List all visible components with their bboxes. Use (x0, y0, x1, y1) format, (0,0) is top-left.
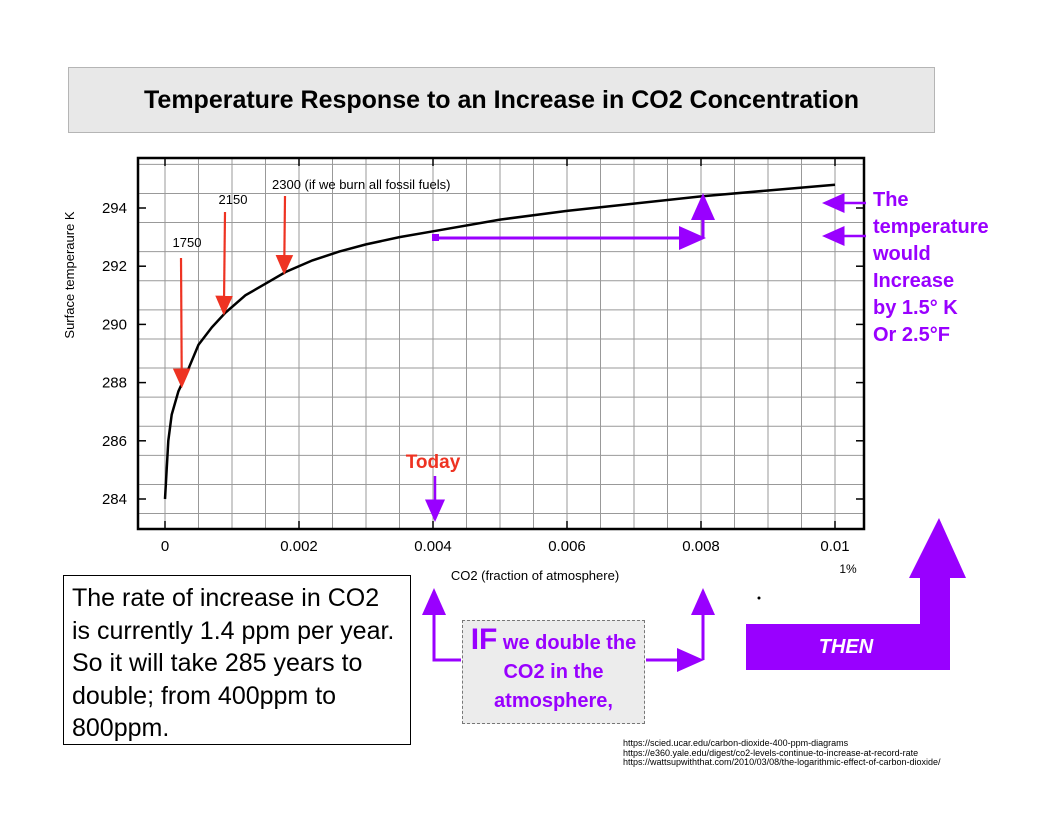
x-tick-label: 0.008 (682, 538, 720, 555)
source-link[interactable]: https://wattsupwiththat.com/2010/03/08/t… (623, 757, 941, 767)
y-tick-label: 292 (102, 258, 127, 275)
temperature-text-line: Increase (873, 270, 955, 292)
x-tick-label: 0.006 (548, 538, 586, 555)
y-tick-label: 290 (102, 316, 127, 333)
temperature-text-line: Or 2.5°F (873, 324, 950, 346)
temperature-text-line: would (873, 243, 931, 265)
stray-dot (757, 596, 761, 600)
year-label: 1750 (173, 235, 202, 250)
x-tick-label: 0.004 (414, 538, 452, 555)
year-arrow (275, 195, 294, 275)
plot-frame (136, 156, 866, 531)
temperature-text-line: temperature (873, 216, 989, 238)
year-label: 2150 (219, 192, 248, 207)
y-tick-label: 294 (102, 200, 127, 217)
plot-background (138, 158, 864, 529)
year-arrow (215, 211, 233, 316)
year-label: 2300 (if we burn all fossil fuels) (272, 177, 450, 192)
arrow-layer (422, 193, 966, 672)
temperature-text-line: The (873, 189, 909, 211)
source-link[interactable]: https://e360.yale.edu/digest/co2-levels-… (623, 747, 919, 758)
x-extra-label: 1% (839, 562, 857, 576)
temperature-increase-text: The temperature would Increase by 1.5° K Or 2… (873, 187, 989, 349)
source-list: https://scied.ucar.edu/carbon-dioxide-40… (623, 738, 941, 768)
note-box: The rate of increase in CO2 is currently… (63, 575, 411, 745)
page-title: Temperature Response to an Increase in C… (144, 85, 859, 114)
plot-area: 284 286 288 290 292 294 0 0.002 0.004 0.006 0.008 0… (62, 156, 866, 583)
x-tick-label: 0.01 (820, 538, 849, 555)
left-up-arrow (422, 588, 461, 662)
x-axis-label: CO2 (fraction of atmosphere) (451, 568, 619, 583)
y-tick-label: 288 (102, 375, 127, 392)
start-marker (432, 234, 439, 241)
title-box: Temperature Response to an Increase in C… (68, 67, 935, 133)
then-arrow (746, 518, 966, 670)
note-text: The rate of increase in CO2 is currently… (72, 584, 395, 742)
today-label: Today (406, 452, 461, 473)
y-tick-label: 286 (102, 433, 127, 450)
y-tick-label: 284 (102, 491, 127, 508)
year-arrow (172, 257, 191, 389)
temperature-text-line: by 1.5° K (873, 297, 958, 319)
then-label: THEN (818, 636, 874, 658)
if-box: IF we double the CO2 in the atmosphere, (462, 620, 645, 724)
source-link[interactable]: https://scied.ucar.edu/carbon-dioxide-40… (623, 738, 849, 748)
if-text: we double the CO2 in the atmosphere, (494, 632, 637, 712)
x-tick-label: 0.002 (280, 538, 318, 555)
annotation-layer: 1750 2150 2300 (if we burn all fossil fuel… (172, 177, 461, 522)
x-tick-label: 0 (161, 538, 169, 555)
if-word: IF (470, 623, 498, 656)
y-axis-label: Surface temperaure K (62, 211, 77, 339)
